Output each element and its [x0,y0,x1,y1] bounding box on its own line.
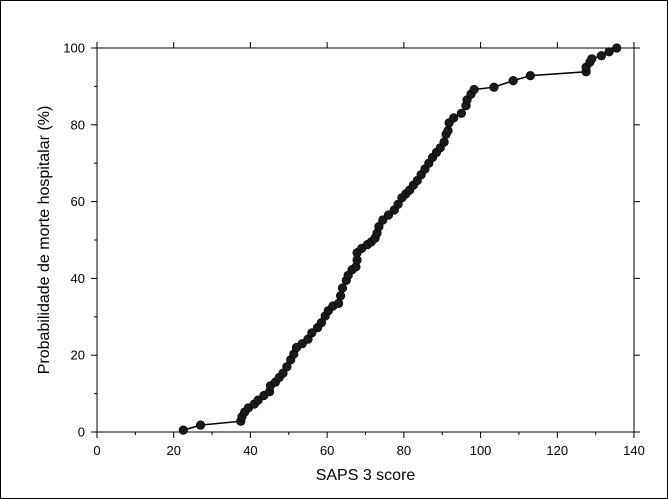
x-tick-label: 140 [623,443,645,458]
data-point [383,210,394,220]
data-points [178,43,622,435]
y-tick-label: 20 [71,348,85,363]
x-tick-label: 80 [397,443,411,458]
data-point [337,283,348,293]
y-tick-label: 60 [71,194,85,209]
x-tick-label: 20 [166,443,180,458]
data-point [334,298,344,309]
x-tick-label: 120 [546,443,568,458]
data-point [596,51,607,61]
data-point [443,126,453,136]
x-axis-label: SAPS 3 score [316,467,416,484]
x-tick-label: 40 [243,443,257,458]
data-point [587,54,597,64]
ticks: 0 20 40 60 80 100 120 140 0 20 40 60 80 100 [63,41,645,459]
y-tick-label: 0 [78,425,85,440]
data-point [282,362,292,372]
y-tick-label: 40 [71,271,85,286]
y-tick-label: 80 [71,117,85,132]
plot-frame [96,47,635,433]
data-point [178,425,188,435]
axes [96,47,635,433]
data-point [336,291,346,301]
data-point [489,82,499,92]
data-point [612,43,622,53]
data-point [196,420,206,430]
x-tick-label: 100 [470,443,492,458]
data-point [456,108,467,118]
probability-curve [183,47,618,431]
data-point [604,47,614,57]
x-tick-label: 60 [320,443,334,458]
data-point [307,328,317,338]
data-point [469,84,479,95]
x-tick-label: 0 [93,443,100,458]
y-axis-label: Probabilidade de morte hospitalar (%) [36,106,53,375]
data-point [525,70,536,81]
y-tick-label: 100 [63,41,85,56]
data-point [508,75,518,86]
data-point [449,113,459,123]
data-point [439,137,449,147]
